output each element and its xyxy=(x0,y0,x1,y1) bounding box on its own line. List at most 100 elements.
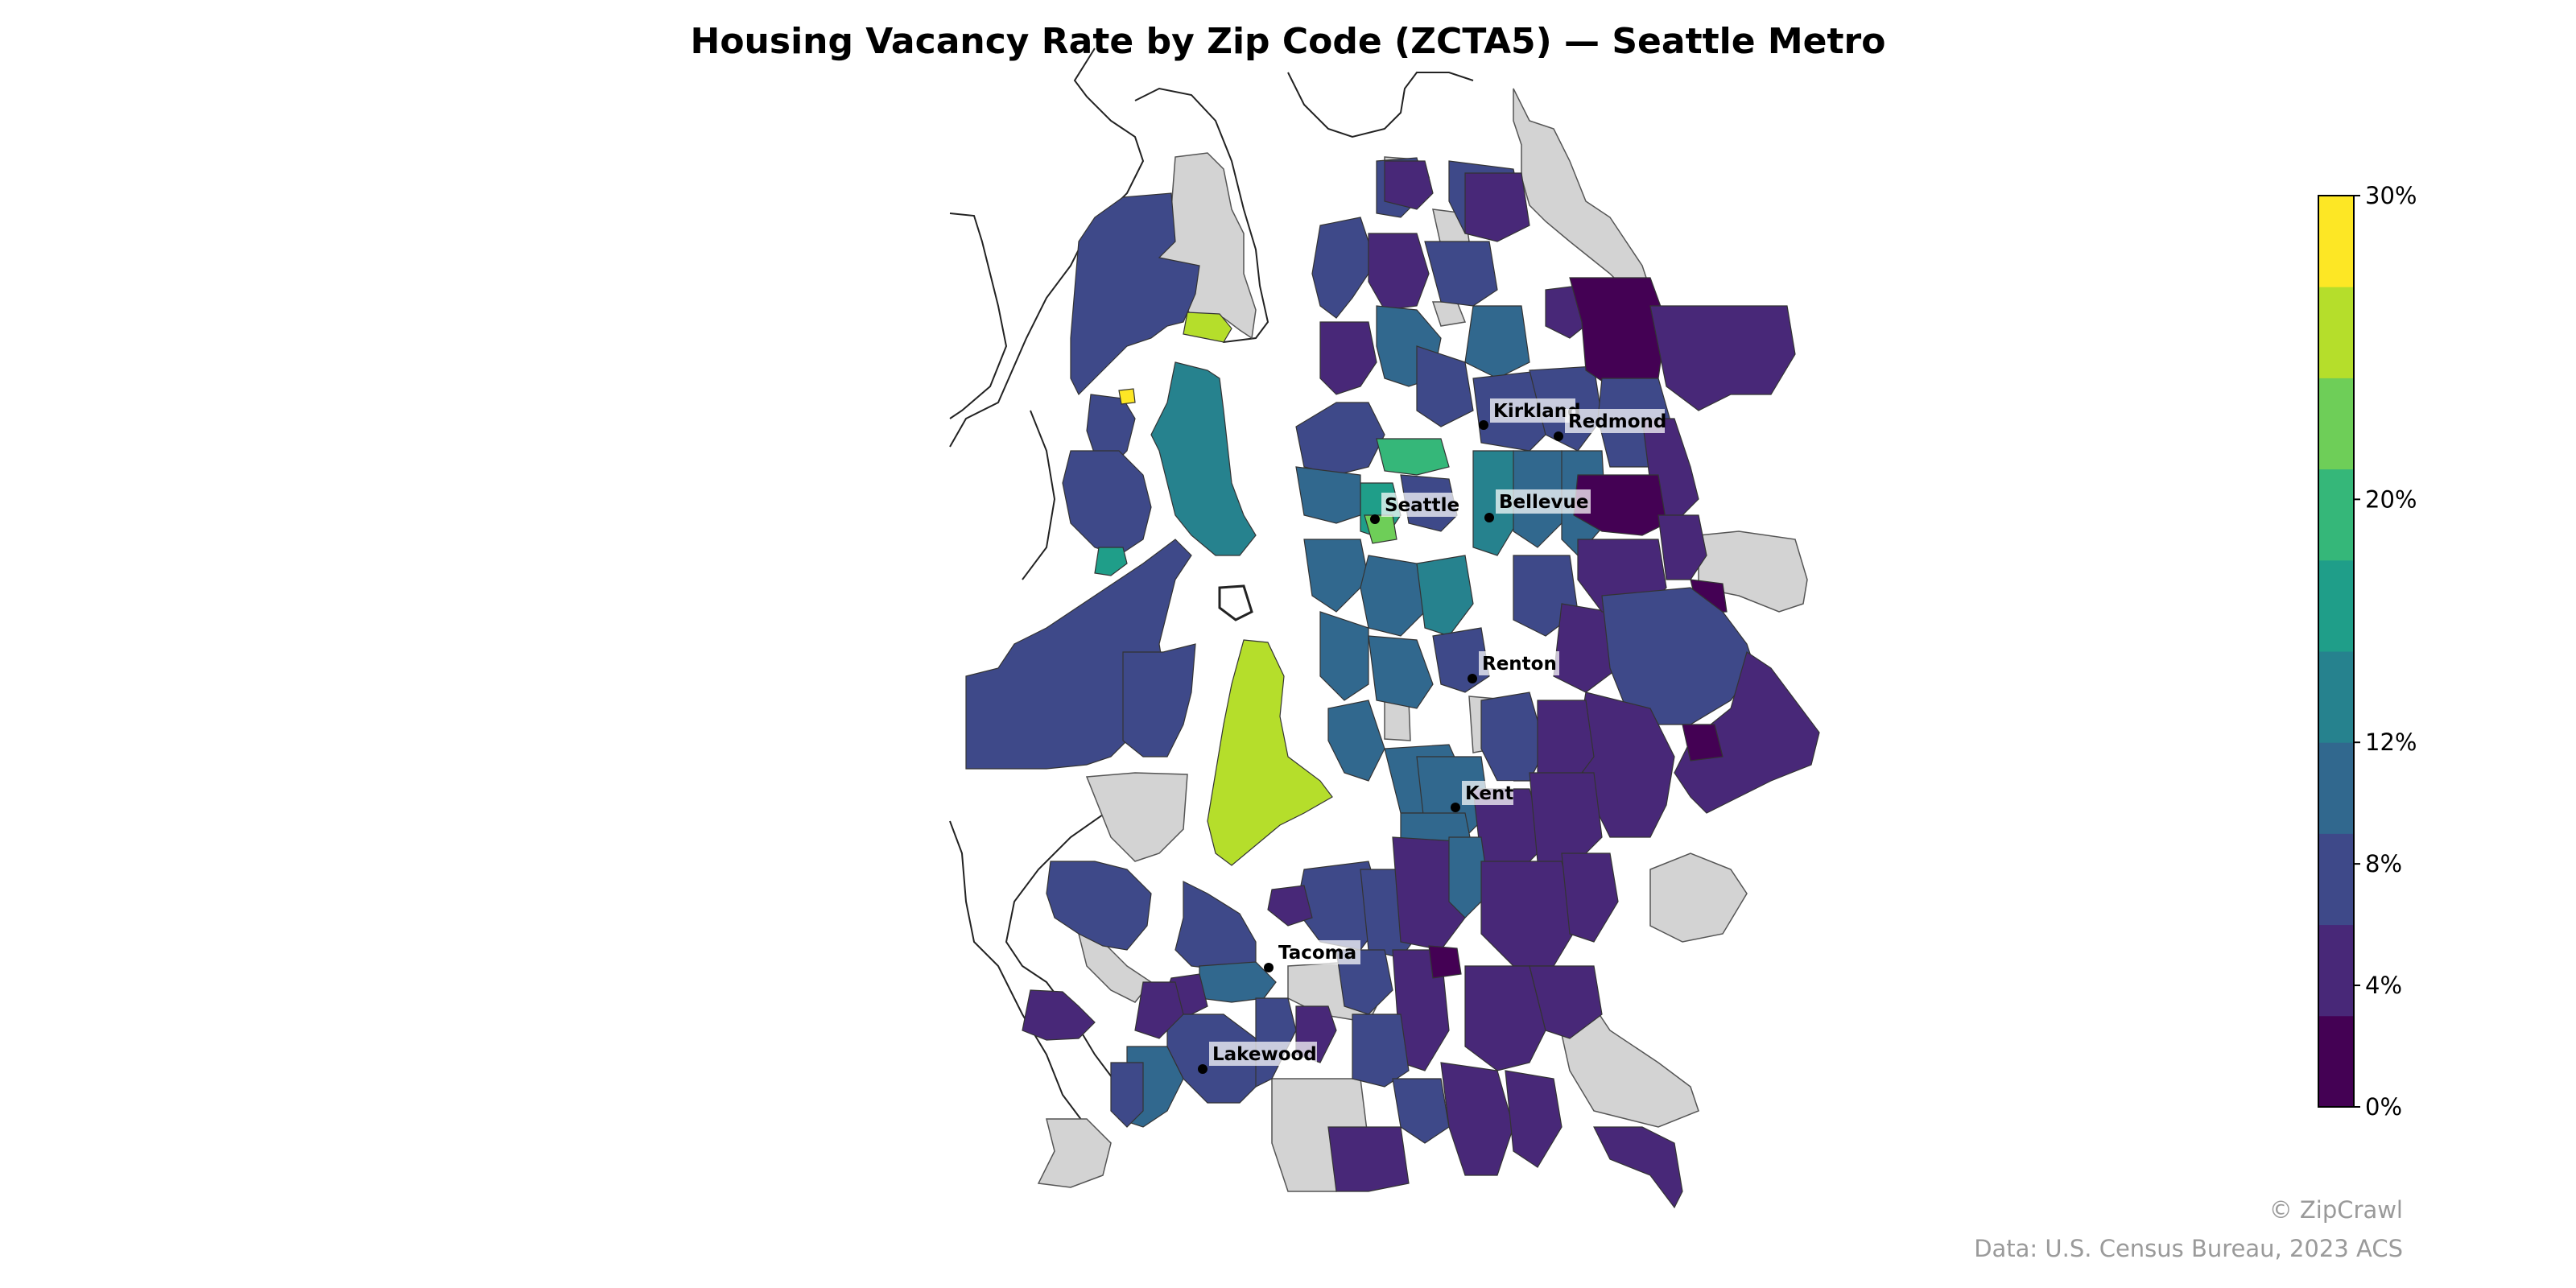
city-label-box xyxy=(1496,489,1591,514)
zcta-region xyxy=(1360,555,1426,637)
colorbar-bin xyxy=(2318,1015,2354,1108)
city-kent-dot xyxy=(1451,803,1460,812)
city-label-box xyxy=(1565,409,1665,433)
colorbar-tick-label: 0% xyxy=(2365,1093,2402,1121)
city-redmond-dot xyxy=(1554,431,1563,441)
no-data-east-mid xyxy=(1649,852,1748,943)
colorbar-bin xyxy=(2318,924,2354,1017)
zcta-region xyxy=(1207,639,1333,866)
zcta-region xyxy=(1505,1070,1563,1168)
city-label-seattle: Seattle xyxy=(1385,495,1459,516)
map-title: Housing Vacancy Rate by Zip Code (ZCTA5)… xyxy=(690,21,1886,62)
city-tacoma-dot xyxy=(1264,963,1274,972)
zcta-region xyxy=(1122,643,1196,758)
zcta-region xyxy=(1573,474,1667,536)
colorbar-tick-label: 8% xyxy=(2365,850,2402,877)
city-lakewood: Lakewood xyxy=(1198,1042,1317,1074)
zcta-region xyxy=(1267,885,1313,927)
city-renton-dot xyxy=(1468,674,1477,683)
colorbar-bin xyxy=(2318,287,2354,378)
no-data-southwest-peninsula xyxy=(1085,772,1188,862)
island-small xyxy=(1218,584,1253,621)
zcta-region xyxy=(1384,160,1434,210)
zcta-region xyxy=(1327,700,1385,782)
colorbar-tick-label: 20% xyxy=(2365,485,2417,513)
colorbar-tick-label: 30% xyxy=(2365,182,2417,209)
city-kirkland: Kirkland xyxy=(1479,398,1581,430)
zcta-region xyxy=(1062,450,1152,556)
city-label-box xyxy=(1462,781,1513,805)
city-seattle-dot xyxy=(1370,514,1380,524)
source-text: Data: U.S. Census Bureau, 2023 ACS xyxy=(1974,1235,2403,1262)
city-seattle: Seattle xyxy=(1370,493,1463,524)
city-kent: Kent xyxy=(1451,781,1513,812)
zcta-region xyxy=(1368,635,1434,709)
zcta-region xyxy=(1364,514,1397,544)
city-renton: Renton xyxy=(1468,651,1559,683)
zcta-region xyxy=(1094,547,1128,576)
city-label-box xyxy=(1381,493,1463,517)
coastline-south-inlet xyxy=(949,820,1112,1144)
no-data-lake-city xyxy=(1431,301,1467,327)
zcta-region xyxy=(1352,1013,1410,1088)
city-label-lakewood: Lakewood xyxy=(1212,1044,1317,1065)
credit-text: © ZipCrawl xyxy=(2268,1196,2403,1224)
zcta-region xyxy=(1327,1126,1410,1192)
zcta-regions xyxy=(965,157,1820,1209)
coastline-sw-bay xyxy=(1005,808,1136,1112)
no-data-south-bay xyxy=(1037,1118,1112,1188)
zcta-region xyxy=(1464,172,1530,242)
city-kirkland-dot xyxy=(1479,420,1488,430)
zcta-region xyxy=(1649,305,1796,411)
zcta-region xyxy=(1376,438,1450,476)
zcta-region xyxy=(1416,555,1474,637)
no-data-southeast xyxy=(1553,997,1699,1128)
colorbar-bin xyxy=(2318,651,2354,743)
city-lakewood-dot xyxy=(1198,1064,1208,1074)
colorbar-bin xyxy=(2318,196,2354,287)
city-bellevue-dot xyxy=(1484,513,1494,522)
coastline-north-islands xyxy=(1134,87,1269,344)
colorbar-bin xyxy=(2318,469,2354,561)
city-redmond: Redmond xyxy=(1554,409,1666,441)
colorbar-bin xyxy=(2318,833,2354,926)
zcta-region xyxy=(1464,305,1530,379)
zcta-region xyxy=(1319,611,1369,701)
zcta-region xyxy=(1682,724,1724,762)
colorbar-legend: 0% 4% 8% 12% 20% 30% xyxy=(2318,182,2417,1121)
colorbar-tick-label: 12% xyxy=(2365,729,2417,756)
zcta-region xyxy=(1529,965,1603,1039)
coastline-far-west xyxy=(949,213,1008,419)
city-tacoma: Tacoma xyxy=(1264,940,1360,972)
city-label-box xyxy=(1479,651,1559,675)
zcta-region xyxy=(1046,861,1152,951)
city-label-box xyxy=(1490,398,1575,423)
zcta-region xyxy=(1311,217,1369,319)
city-label-box xyxy=(1275,940,1360,964)
city-label-kent: Kent xyxy=(1465,783,1513,804)
zcta-region xyxy=(1118,388,1136,405)
colorbar-bin xyxy=(2318,742,2354,834)
city-markers: Kirkland Redmond Seattle Bellevue Renton… xyxy=(1198,398,1666,1074)
zcta-region xyxy=(1150,361,1257,556)
colorbar-tick-label: 4% xyxy=(2365,972,2402,999)
coastline-outlines xyxy=(949,47,1474,1144)
zcta-region xyxy=(1561,852,1619,943)
zcta-region xyxy=(1657,514,1707,580)
colorbar-bin xyxy=(2318,559,2354,652)
coastline-vashon-bay xyxy=(1022,410,1056,580)
colorbar-frame xyxy=(2318,195,2355,1108)
zcta-region xyxy=(1110,1062,1144,1128)
zcta-region xyxy=(1303,539,1369,613)
zcta-region xyxy=(1368,233,1430,311)
colorbar-bin xyxy=(2318,378,2354,470)
zcta-region xyxy=(1392,1078,1450,1144)
no-data-northeast xyxy=(1513,88,1651,295)
zcta-region xyxy=(1440,1062,1514,1176)
city-label-tacoma: Tacoma xyxy=(1278,943,1356,964)
zcta-region xyxy=(1424,241,1498,307)
zcta-region xyxy=(1070,192,1200,396)
zcta-region xyxy=(1392,836,1466,951)
city-bellevue: Bellevue xyxy=(1484,489,1591,522)
